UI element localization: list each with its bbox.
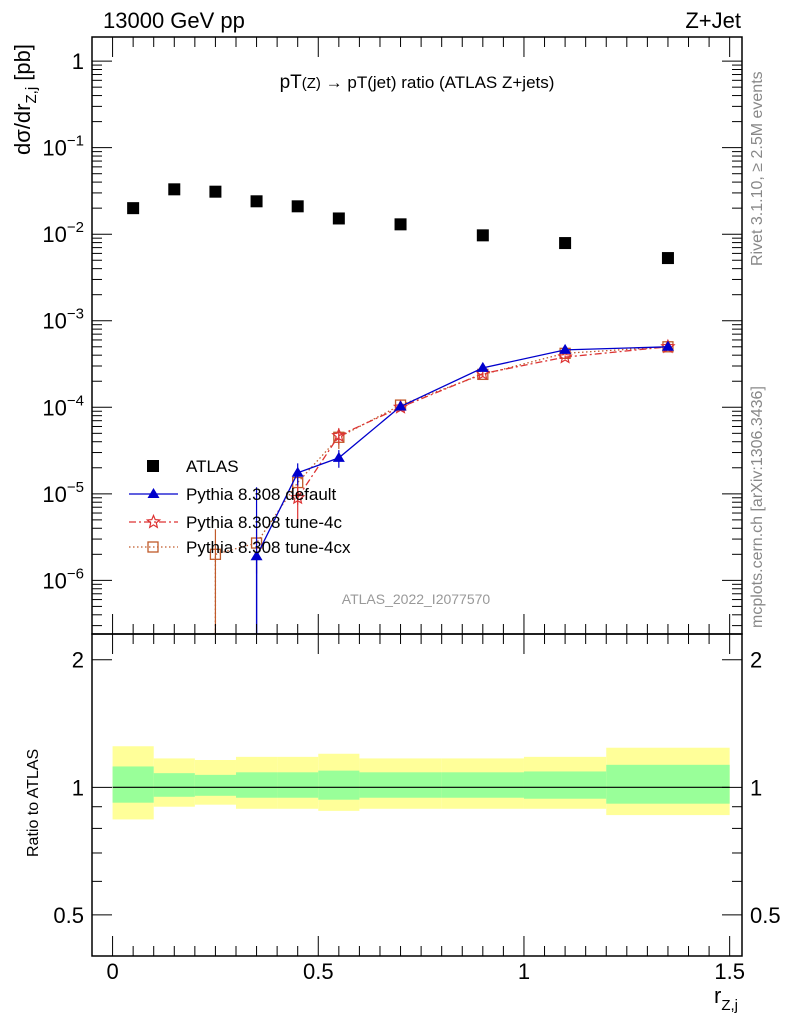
main-x-ticks: [112, 37, 731, 634]
legend-label-default: Pythia 8.308 default: [186, 485, 337, 504]
legend-label-tune4c: Pythia 8.308 tune-4c: [186, 513, 342, 532]
x-axis-label: rZ,j: [714, 983, 738, 1014]
atlas-data-point: [332, 212, 345, 225]
x-tick-label: 1: [518, 959, 530, 984]
ratio-band-inner: [318, 770, 360, 800]
atlas-data-point: [394, 218, 407, 231]
ratio-band-inner: [235, 772, 278, 798]
ratio-y-tick-label-left: 2: [72, 648, 84, 673]
main-plot-area: [127, 183, 676, 634]
ratio-y-tick-label-left: 0.5: [53, 903, 84, 928]
data-point-default: [661, 340, 674, 351]
analysis-tag: ATLAS_2022_I2077570: [342, 591, 491, 607]
data-point-default: [332, 451, 345, 462]
legend-marker-tune4c: [145, 513, 162, 529]
main-panel: 1 10−1 10−2 10−3 10−4 10−5 10−6 pT(Z) → pT(jet…: [10, 36, 743, 635]
data-point-tune4cx: [209, 548, 222, 560]
main-y-tick-label: 1: [72, 49, 84, 74]
data-point-default: [394, 400, 407, 411]
legend-marker-atlas: [147, 460, 159, 472]
main-y-tick-label: 10−4: [42, 392, 84, 420]
ratio-band-inner: [153, 773, 195, 797]
ratio-y-tick-label-right: 1: [750, 775, 762, 800]
ratio-band-inner: [606, 764, 730, 804]
x-tick-label: 0.5: [303, 959, 334, 984]
legend-label-atlas: ATLAS: [186, 457, 239, 476]
data-point-default: [476, 361, 489, 372]
ratio-y-tick-label-right: 0.5: [750, 903, 781, 928]
ratio-y-axis-label: Ratio to ATLAS: [25, 749, 42, 857]
x-tick-label: 1.5: [714, 959, 745, 984]
atlas-data-point: [168, 183, 181, 196]
legend-marker-default: [147, 488, 160, 498]
y-axis-label: dσ/drZ,j [pb]: [10, 44, 40, 155]
data-point-tune4c: [557, 349, 573, 364]
ratio-y-ticks: [92, 659, 742, 916]
data-point-default: [559, 343, 572, 354]
atlas-data-point: [127, 202, 140, 215]
ratio-y-tick-labels: 2 2 1 1 0.5 0.5: [53, 648, 780, 928]
main-y-tick-labels: 1 10−1 10−2 10−3 10−4 10−5 10−6: [42, 49, 84, 593]
legend: ATLAS Pythia 8.308 default Pythia 8.308 …: [129, 457, 351, 557]
ratio-band-inner: [194, 774, 236, 796]
header-left-label: 13000 GeV pp: [103, 8, 245, 33]
main-y-ticks: [92, 60, 742, 627]
atlas-data-point: [661, 252, 674, 265]
legend-marker-tune4cx: [147, 541, 159, 553]
ratio-band-inner: [441, 772, 524, 798]
chart-title: pT(Z) → pT(jet) ratio (ATLAS Z+jets): [280, 72, 555, 93]
main-y-tick-label: 10−6: [42, 565, 84, 593]
atlas-data-point: [250, 195, 263, 208]
ratio-y-tick-label-right: 2: [750, 648, 762, 673]
data-point-tune4c: [290, 489, 306, 505]
legend-label-tune4cx: Pythia 8.308 tune-4cx: [186, 538, 351, 557]
atlas-data-point: [476, 229, 489, 242]
rivet-label: Rivet 3.1.10, ≥ 2.5M events: [749, 71, 766, 266]
ratio-band-inner: [523, 771, 607, 799]
atlas-data-point: [209, 185, 222, 198]
data-point-tune4c: [331, 427, 347, 443]
main-y-tick-label: 10−2: [42, 219, 84, 247]
main-y-tick-label: 10−5: [42, 479, 84, 507]
series-line-tune4c: [297, 346, 668, 499]
data-point-default: [250, 550, 263, 561]
data-point-default: [291, 466, 304, 477]
mcplots-label: mcplots.cern.ch [arXiv:1306.3436]: [749, 386, 766, 628]
ratio-panel: 2 2 1 1 0.5 0.5 0 0.5 1 1.5 Ratio to ATLAS rZ,j: [25, 633, 781, 1014]
x-tick-label: 0: [106, 959, 118, 984]
ratio-y-tick-label-left: 1: [72, 775, 84, 800]
ratio-band-inner: [277, 772, 319, 798]
x-tick-labels: 0 0.5 1 1.5: [106, 959, 745, 984]
atlas-data-point: [559, 237, 572, 250]
ratio-plot-area: [112, 746, 730, 820]
ratio-frame: [91, 633, 743, 957]
ratio-band-inner: [359, 772, 442, 798]
main-y-tick-label: 10−1: [42, 133, 84, 161]
header-right-label: Z+Jet: [685, 8, 741, 33]
main-y-tick-label: 10−3: [42, 306, 84, 334]
ratio-band-inner: [112, 766, 154, 803]
series-line-default: [255, 346, 668, 634]
ratio-x-ticks: [112, 634, 731, 956]
atlas-data-point: [291, 200, 304, 213]
